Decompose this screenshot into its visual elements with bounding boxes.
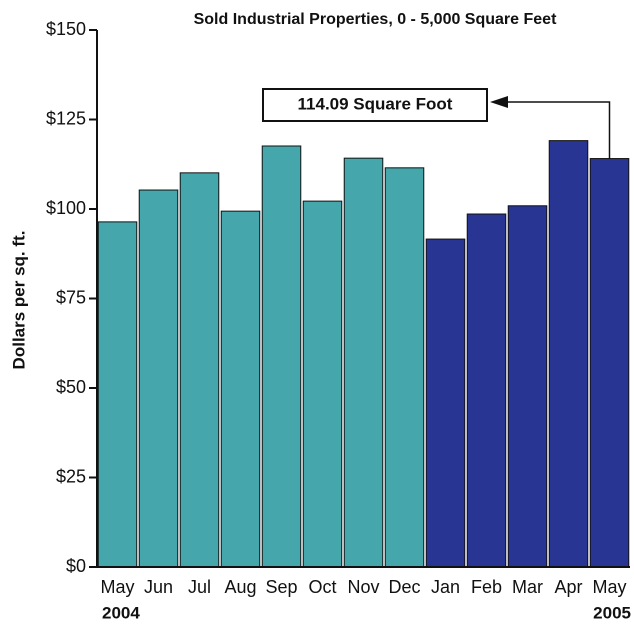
arrow-head <box>490 96 508 108</box>
y-tick-label: $75 <box>56 287 86 307</box>
x-tick-label: Jan <box>431 577 460 597</box>
bar <box>343 157 384 568</box>
chart-title: Sold Industrial Properties, 0 - 5,000 Sq… <box>194 11 557 28</box>
bar <box>466 213 507 568</box>
y-tick-label: $100 <box>46 198 86 218</box>
annotation-text: 114.09 Square Foot <box>298 94 453 113</box>
bar <box>302 200 343 568</box>
x-tick-label: Sep <box>265 577 297 597</box>
bar <box>220 210 261 568</box>
annotation-arrow <box>505 101 611 159</box>
x-tick-label: Nov <box>347 577 379 597</box>
y-tick-label: $125 <box>46 108 86 128</box>
y-tick-label: $0 <box>66 556 86 576</box>
x-tick-label: Apr <box>554 577 582 597</box>
x-tick-label: May <box>100 577 134 597</box>
x-tick-label: Oct <box>308 577 336 597</box>
x-tick-label: Jul <box>188 577 211 597</box>
y-axis-label: Dollars per sq. ft. <box>9 231 28 370</box>
year-label: 2005 <box>593 603 631 622</box>
y-tick-label: $150 <box>46 19 86 39</box>
bar <box>425 238 466 568</box>
bar <box>384 167 425 568</box>
year-label: 2004 <box>102 603 140 622</box>
bar <box>138 189 179 568</box>
bar <box>179 172 220 568</box>
x-tick-label: Mar <box>512 577 543 597</box>
y-tick-label: $25 <box>56 466 86 486</box>
x-tick-label: Dec <box>388 577 420 597</box>
bar <box>97 221 138 568</box>
x-tick-label: May <box>592 577 626 597</box>
x-tick-label: Feb <box>471 577 502 597</box>
bar <box>261 145 302 568</box>
bar <box>589 158 630 568</box>
y-tick-label: $50 <box>56 377 86 397</box>
annotation-box <box>262 88 488 122</box>
bar <box>548 140 589 568</box>
x-tick-label: Aug <box>224 577 256 597</box>
bar <box>507 205 548 568</box>
x-tick-label: Jun <box>144 577 173 597</box>
